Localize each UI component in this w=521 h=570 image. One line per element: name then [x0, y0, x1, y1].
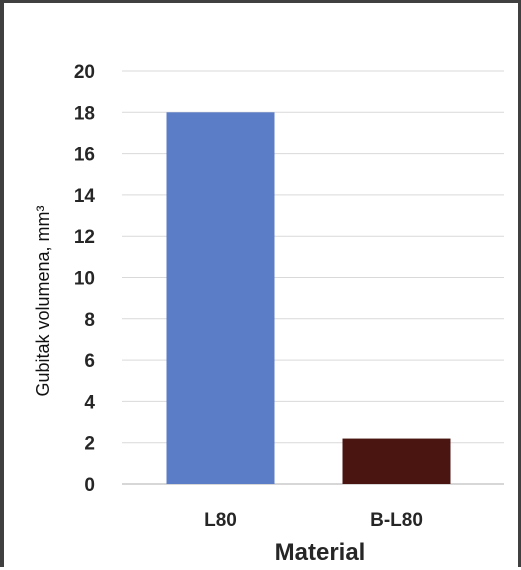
y-tick-label: 12	[74, 227, 95, 248]
bar-l80	[166, 112, 275, 485]
x-tick-labels: L80 B-L80	[204, 510, 423, 531]
y-tick-label: 14	[74, 186, 96, 207]
y-tick-label: 4	[84, 392, 95, 413]
x-axis-title: Material	[275, 539, 366, 566]
y-tick-label: 18	[74, 103, 95, 124]
y-tick-label: 2	[84, 434, 95, 455]
x-tick-label: L80	[204, 510, 237, 531]
y-tick-label: 20	[74, 62, 95, 83]
y-tick-label: 8	[84, 310, 95, 331]
y-axis-title: Gubitak volumena, mm³	[33, 205, 53, 396]
bars	[166, 112, 451, 485]
y-tick-label: 16	[74, 145, 95, 166]
bar-chart: 0 2 4 6 8 10 12 14 16 18 20 L80 B-L80 Material Gubi…	[33, 62, 504, 566]
bar-b-l80	[342, 438, 451, 484]
y-tick-labels: 0 2 4 6 8 10 12 14 16 18 20	[74, 62, 96, 496]
y-tick-label: 0	[84, 475, 95, 496]
x-tick-label: B-L80	[370, 510, 423, 531]
y-tick-label: 6	[84, 351, 95, 372]
y-tick-label: 10	[74, 269, 95, 290]
